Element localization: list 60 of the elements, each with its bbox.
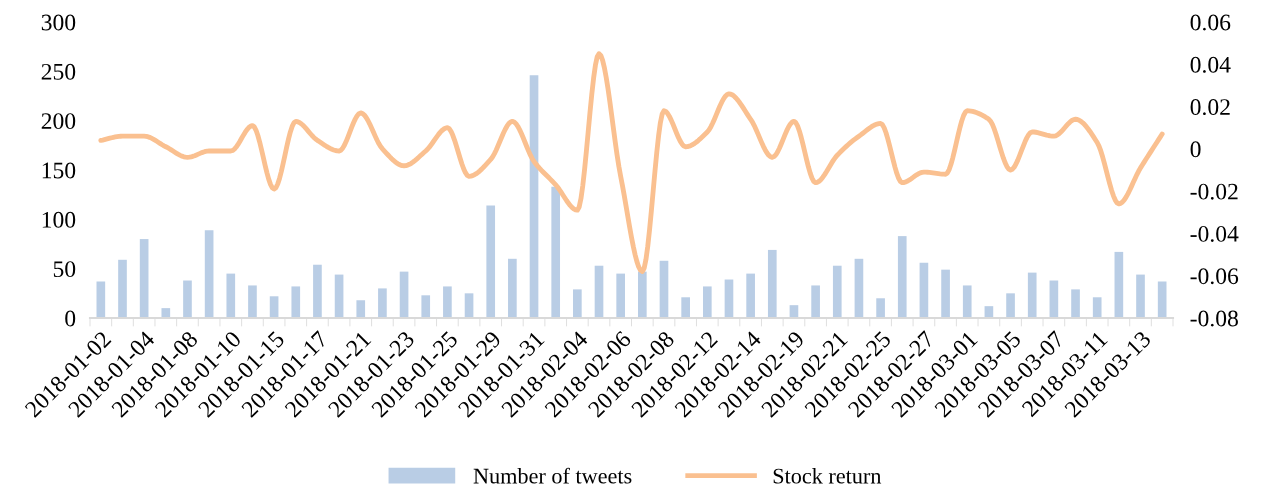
bar	[1136, 274, 1145, 318]
bar	[443, 286, 452, 318]
bar	[681, 297, 690, 318]
y2-tick-label: -0.06	[1190, 268, 1239, 285]
y2-tick-label: 0.02	[1190, 99, 1230, 116]
y-tick-label: 250	[41, 63, 76, 80]
bar	[139, 239, 149, 318]
bar	[204, 230, 214, 318]
bar	[161, 308, 171, 318]
bar	[594, 265, 604, 318]
bar	[356, 300, 366, 318]
bar	[702, 286, 712, 318]
bar	[96, 281, 106, 318]
y2-tick-label: -0.08	[1190, 310, 1238, 327]
bar	[1092, 297, 1102, 318]
bar	[876, 298, 885, 318]
bar	[118, 259, 127, 318]
y2-tick-label: -0.04	[1190, 225, 1239, 242]
bar	[962, 285, 972, 318]
y-tick-label: 150	[42, 162, 76, 179]
bar	[638, 271, 647, 318]
bar	[551, 186, 561, 318]
y-tick-label: 200	[41, 113, 76, 130]
y2-tick-label: 0	[1190, 141, 1201, 158]
bar	[941, 269, 950, 318]
bar	[1006, 293, 1015, 318]
bar	[854, 258, 864, 318]
bar	[573, 289, 582, 318]
bar	[421, 295, 431, 318]
y-tick-label: 100	[42, 211, 76, 228]
bar	[291, 286, 301, 318]
bar	[1114, 251, 1124, 318]
bar	[464, 293, 474, 318]
bar	[767, 249, 777, 318]
bar	[659, 260, 669, 318]
bar	[1071, 289, 1080, 318]
legend-label: Stock return	[773, 467, 882, 484]
bar	[183, 280, 192, 318]
y2-tick-label: 0.06	[1190, 14, 1231, 31]
bar	[746, 273, 755, 318]
bar	[313, 264, 322, 318]
legend-label: Number of tweets	[473, 467, 632, 484]
bar	[226, 273, 236, 318]
bar	[378, 288, 387, 318]
y-tick-label: 50	[53, 261, 76, 278]
bar	[399, 271, 409, 318]
bar	[616, 273, 625, 318]
y2-tick-label: 0.04	[1190, 56, 1231, 73]
bar	[1027, 272, 1037, 318]
bar	[832, 265, 842, 318]
bar	[508, 258, 517, 318]
y2-tick-label: -0.02	[1190, 183, 1238, 200]
bar	[811, 285, 820, 318]
bar	[897, 236, 907, 318]
y-tick-label: 0	[65, 310, 76, 327]
bar	[248, 285, 257, 318]
bar	[1157, 281, 1167, 318]
bar	[919, 262, 929, 318]
bar	[486, 205, 496, 318]
y-tick-label: 300	[41, 14, 76, 31]
